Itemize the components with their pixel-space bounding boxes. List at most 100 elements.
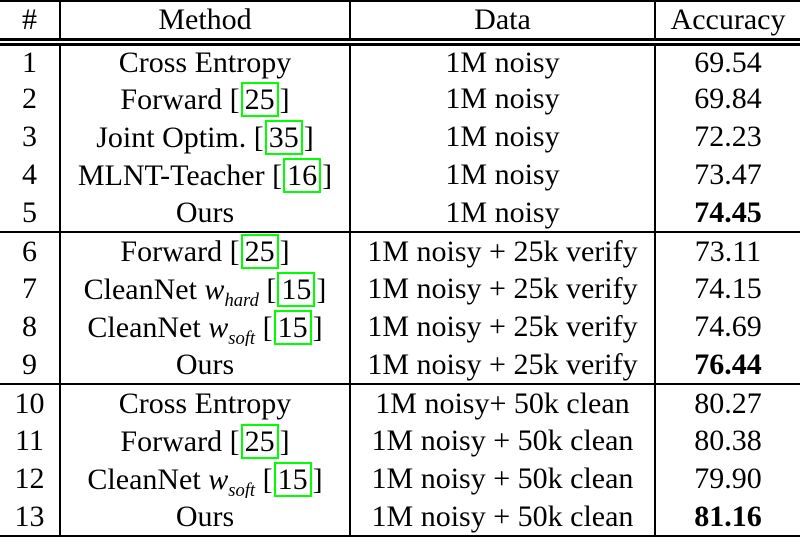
method-name: Ours <box>175 347 235 381</box>
method-cell: Cross Entropy <box>59 42 350 80</box>
table-header: # Method Data Accuracy <box>0 0 800 46</box>
method-name: Ours <box>175 499 235 533</box>
method-name: Forward <box>120 424 223 458</box>
method-name: Ours <box>175 195 235 229</box>
citation-link[interactable]: [25] <box>229 234 290 269</box>
citation-number[interactable]: 25 <box>240 81 279 117</box>
table-row: 12 CleanNet wsoft [15] 1M noisy + 50k clea… <box>0 460 800 498</box>
table-row: 6 Forward [25] 1M noisy + 25k verify 73.11 <box>0 231 800 270</box>
row-number-cell: 4 <box>22 158 37 191</box>
table-row: 11 Forward [25] 1M noisy + 50k clean 80.38 <box>0 422 800 460</box>
method-name: CleanNet <box>83 272 197 306</box>
table-body: 1 Cross Entropy 1M noisy 69.54 2 Forward [25]… <box>0 42 800 537</box>
table-row: 8 CleanNet wsoft [15] 1M noisy + 25k verif… <box>0 308 800 346</box>
method-cell: Ours <box>59 346 350 384</box>
accuracy-cell: 80.38 <box>654 422 800 460</box>
method-cell: CleanNet wsoft [15] <box>59 460 350 499</box>
data-cell: 1M noisy + 25k verify <box>349 270 655 308</box>
citation-link[interactable]: [25] <box>229 423 290 459</box>
data-cell: 1M noisy <box>349 118 655 156</box>
method-name: Cross Entropy <box>118 46 292 79</box>
row-number-cell: 1 <box>22 46 37 79</box>
data-cell: 1M noisy + 50k clean <box>349 460 655 498</box>
citation-link[interactable]: [15] <box>262 461 323 497</box>
table-row: 13 Ours 1M noisy + 50k clean 81.16 <box>0 498 800 537</box>
accuracy-cell: 69.84 <box>654 80 800 118</box>
method-name: CleanNet <box>87 462 201 496</box>
method-cell: CleanNet whard [15] <box>59 270 350 309</box>
header-row: # Method Data Accuracy <box>0 0 800 46</box>
accuracy-cell: 74.69 <box>654 308 800 346</box>
table-row: 10 Cross Entropy 1M noisy+ 50k clean 80.27 <box>0 383 800 422</box>
data-cell: 1M noisy + 25k verify <box>349 346 655 384</box>
row-number-cell: 7 <box>22 272 37 305</box>
method-cell: Forward [25] <box>59 80 350 118</box>
method-cell: Forward [25] <box>59 422 350 460</box>
citation-link[interactable]: [15] <box>266 271 327 307</box>
header-num: # <box>0 0 60 46</box>
accuracy-cell: 74.15 <box>654 270 800 308</box>
math-subscript: hard <box>224 289 259 308</box>
accuracy-cell: 73.47 <box>654 156 800 194</box>
data-cell: 1M noisy <box>349 156 655 194</box>
citation-link[interactable]: [16] <box>272 157 333 193</box>
data-cell: 1M noisy + 50k clean <box>349 422 655 460</box>
method-cell: Joint Optim. [35] <box>59 118 350 156</box>
citation-number[interactable]: 15 <box>273 309 312 345</box>
citation-number[interactable]: 25 <box>240 234 279 269</box>
method-cell: Forward [25] <box>59 231 350 270</box>
table-row: 2 Forward [25] 1M noisy 69.84 <box>0 80 800 118</box>
accuracy-cell: 80.27 <box>654 383 800 422</box>
row-number-cell: 3 <box>22 120 37 153</box>
results-table: # Method Data Accuracy 1 Cross Entropy 1M … <box>0 0 800 537</box>
table-row: 1 Cross Entropy 1M noisy 69.54 <box>0 42 800 80</box>
row-number-cell: 5 <box>22 195 37 229</box>
accuracy-cell: 79.90 <box>654 460 800 498</box>
method-name: Forward <box>120 235 223 268</box>
accuracy-cell: 69.54 <box>654 42 800 80</box>
math-variable: whard <box>204 273 259 309</box>
citation-number[interactable]: 15 <box>273 461 312 497</box>
accuracy-cell: 73.11 <box>654 231 800 270</box>
row-number-cell: 10 <box>0 383 60 422</box>
header-data: Data <box>349 0 655 46</box>
row-number-cell: 13 <box>0 498 60 537</box>
row-number-cell: 6 <box>0 231 60 270</box>
citation-link[interactable]: [25] <box>229 81 290 117</box>
method-cell: CleanNet wsoft [15] <box>59 308 350 346</box>
table-row: 5 Ours 1M noisy 74.45 <box>0 194 800 232</box>
table-row: 7 CleanNet whard [15] 1M noisy + 25k verif… <box>0 270 800 308</box>
row-number-cell: 9 <box>22 347 37 381</box>
citation-link[interactable]: [15] <box>262 309 323 345</box>
citation-link[interactable]: [35] <box>253 119 314 155</box>
header-method: Method <box>59 0 350 46</box>
accuracy-cell: 76.44 <box>654 346 800 384</box>
citation-number[interactable]: 25 <box>240 423 279 459</box>
method-cell: MLNT-Teacher [16] <box>59 156 350 194</box>
data-cell: 1M noisy <box>349 194 655 232</box>
method-name: MLNT-Teacher <box>77 158 265 192</box>
citation-number[interactable]: 35 <box>264 119 303 155</box>
method-name: Forward <box>120 82 223 116</box>
math-variable: wsoft <box>208 463 256 499</box>
table-row: 9 Ours 1M noisy + 25k verify 76.44 <box>0 346 800 384</box>
row-number-cell: 8 <box>22 310 37 343</box>
method-name: Cross Entropy <box>118 386 292 420</box>
citation-number[interactable]: 16 <box>283 157 322 193</box>
data-cell: 1M noisy <box>349 42 655 80</box>
data-cell: 1M noisy + 50k clean <box>349 498 655 537</box>
accuracy-cell: 72.23 <box>654 118 800 156</box>
method-name: Joint Optim. <box>96 120 247 154</box>
accuracy-cell: 74.45 <box>654 194 800 232</box>
method-cell: Ours <box>59 194 350 232</box>
math-subscript: soft <box>228 479 256 498</box>
table-row: 4 MLNT-Teacher [16] 1M noisy 73.47 <box>0 156 800 194</box>
math-subscript: soft <box>228 327 256 346</box>
data-cell: 1M noisy + 25k verify <box>349 308 655 346</box>
data-cell: 1M noisy + 25k verify <box>349 231 655 270</box>
accuracy-cell: 81.16 <box>654 498 800 537</box>
row-number-cell: 2 <box>22 82 37 115</box>
header-accuracy: Accuracy <box>654 0 800 46</box>
row-number-cell: 11 <box>15 424 44 457</box>
citation-number[interactable]: 15 <box>277 271 316 307</box>
